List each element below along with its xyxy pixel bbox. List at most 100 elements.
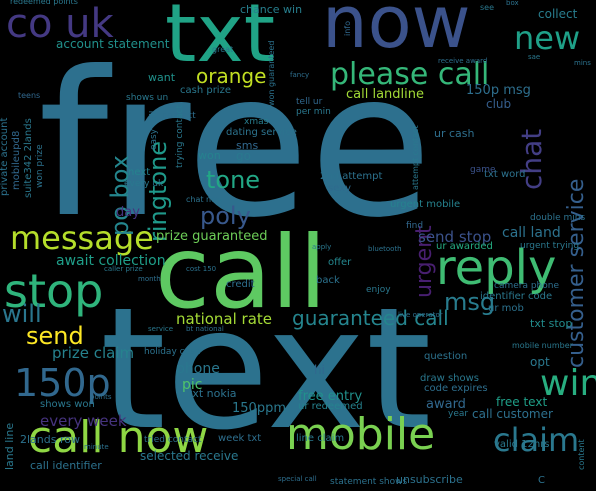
word-per-min: per min [296,107,331,117]
word-valid-12hrs: valid 12hrs [494,439,550,450]
word-camera-phone: camera phone [494,281,560,291]
word-won-guaranteed: won guaranteed [267,40,276,106]
word-will: will [2,300,42,328]
word-2lands-row: 2lands row [20,433,80,446]
word-box: box [506,0,519,7]
word-back: back [316,275,340,286]
word-prize-guaranteed: prize guaranteed [156,229,268,244]
word-ur-awarded: ur awarded [436,241,493,252]
word-shows-won: shows won [40,399,95,410]
word-account-statement: account statement [56,37,170,51]
word-code-expires: code expires [424,383,488,394]
word-send: send [26,322,84,350]
word-urgent-trying: urgent trying [520,241,580,251]
word-every-uk: every uk [124,179,164,189]
word-suite342-2lands: suite342 2lands [23,118,34,198]
word-2nd-attempt: 2nd attempt [320,171,383,182]
word-call-customer: call customer [472,407,553,421]
word-hi: hi [314,363,325,377]
word-line-claim: line claim [296,433,345,444]
word-call-landline: call landline [346,87,424,102]
word-fancy: fancy [290,71,310,79]
word-find: find [406,221,424,231]
word-redeemed-points: redeemed points [10,0,78,6]
word-month: month [138,275,161,283]
word-co-uk: co uk [6,1,114,47]
word-guaranteed-call: guaranteed call [292,306,449,330]
word-send-stop: send stop [418,228,492,246]
word-sexy: sexy [328,183,352,194]
word-bluetooth: bluetooth [368,245,402,253]
word-txt: txt [165,0,276,80]
word-150p: 150p [14,361,111,405]
word-msg: msg [444,288,496,316]
word-collect: collect [538,7,578,21]
word-land-line: land line [3,422,16,470]
word-apply: apply [312,243,332,251]
word-private-account: private account [0,117,10,196]
word-next: next [128,167,151,178]
word-ur-cash: ur cash [434,127,475,140]
word-easy-call: easy call [149,110,159,150]
word-message: message [10,219,154,257]
word-draw-shows: draw shows [420,373,479,384]
word-phone: phone [176,361,220,377]
word-day: day [116,205,140,220]
word-free: free [38,29,433,262]
word-ur-redeemed: ur redeemed [298,401,363,412]
word-now: now [322,0,471,64]
word-await-collection: await collection [56,253,166,269]
word-tell-ur: tell ur [296,97,323,107]
word-txt-nokia: txt nokia [188,387,237,400]
word-holiday-cash: holiday cash [144,347,201,357]
word-double-mins: double mins [530,213,586,223]
word-ringtone: ringtone [144,140,172,242]
word-live-operator: live operator [398,311,443,319]
word-selected-receive: selected receive [140,449,239,463]
word-call-now: call now [28,412,209,463]
word-info: info [343,20,352,36]
word-want: want [148,71,176,84]
word-great: great [212,45,234,54]
word-week-txt: week txt [218,433,262,444]
word-caller-prize: caller prize [104,265,143,273]
word-call: call [155,214,327,331]
word-ur-mob: ur mob [488,303,524,314]
word-urgent-mobile: urgent mobile [390,199,461,210]
word-award: award [426,397,466,412]
word-shows-un: shows un [126,93,169,103]
word-sms: sms [236,139,259,152]
word-statement-shows: statement shows [330,477,408,487]
word-go: go [236,149,251,163]
word-mins: mins [574,59,591,67]
word-free-entry: free entry [298,389,363,404]
word-content: content [577,439,586,470]
word-prize-claim: prize claim [52,344,135,362]
word-please-call: please call [330,57,490,92]
word-chance-win: chance win [240,3,303,16]
word-text: text [100,271,432,467]
word-teens: teens [18,91,41,100]
word-trying-contact: trying contact [175,104,185,168]
word-game: game [470,165,496,175]
word-pic: pic [182,377,203,393]
word-reply: reply [436,240,557,296]
word-special-call: special call [278,475,317,483]
word-tried-contact: tried contact [144,435,202,445]
word-txt-stop: txt stop [530,317,573,330]
word-minute: minute [84,443,109,451]
word-see: see [480,3,495,12]
word-national-rate: national rate [176,310,273,328]
word-xmas: xmas [244,117,269,127]
word-call-identifier: call identifier [30,459,102,472]
word-receive-award: receive award [438,57,488,65]
word-chat-now: chat now [186,195,223,204]
word-mobileupd8: mobileupd8 [11,130,22,190]
word-bt-national: bt national [186,325,224,333]
word-points: points [90,393,112,401]
word-chat: chat [515,128,548,190]
word-claim: claim [493,421,580,459]
word-customer-service: customer service [564,178,589,368]
word-year: year [448,409,469,419]
